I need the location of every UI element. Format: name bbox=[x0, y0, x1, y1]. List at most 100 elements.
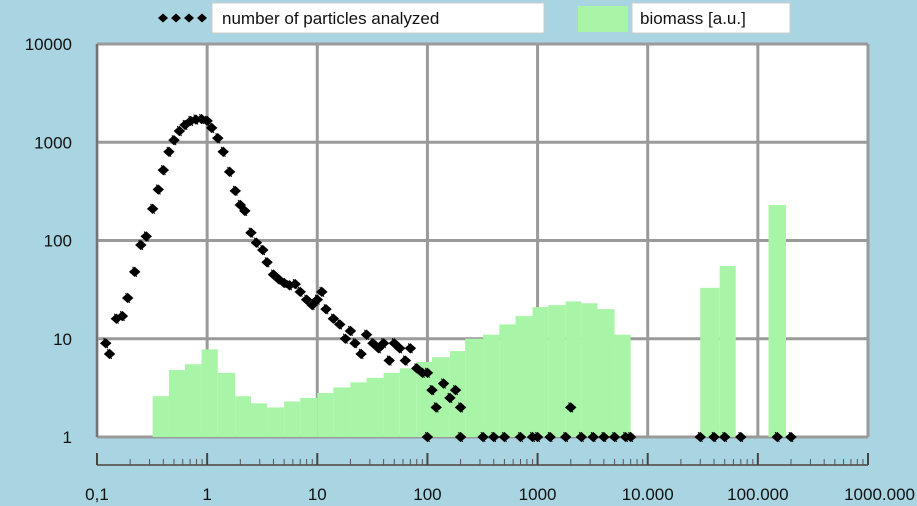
particle-point bbox=[785, 431, 797, 443]
biomass-bar bbox=[416, 361, 432, 437]
particle-point bbox=[267, 269, 280, 280]
particle-point bbox=[544, 431, 556, 443]
particle-point bbox=[421, 431, 434, 443]
biomass-bar bbox=[581, 303, 598, 437]
particle-point bbox=[383, 355, 395, 366]
particle-point bbox=[320, 303, 332, 315]
particle-point bbox=[334, 319, 346, 330]
biomass-bar bbox=[548, 305, 566, 437]
particle-point bbox=[449, 384, 462, 396]
particle-point bbox=[128, 266, 141, 278]
biomass-bar bbox=[217, 372, 236, 437]
biomass-bar bbox=[152, 396, 169, 437]
biomass-bar bbox=[317, 393, 334, 437]
particle-point bbox=[140, 231, 152, 242]
particle-point bbox=[388, 338, 401, 349]
biomass-bar bbox=[532, 307, 549, 437]
particle-point bbox=[135, 239, 147, 251]
biomass-bar bbox=[597, 309, 615, 437]
particle-point bbox=[327, 313, 340, 324]
x-tick-labels: 0,1 1 10 100 1000 10.000 100.000 1000.000 bbox=[85, 485, 915, 504]
particle-point bbox=[173, 125, 186, 137]
particle-point bbox=[217, 146, 229, 157]
particle-point bbox=[289, 278, 301, 290]
particle-point bbox=[316, 286, 328, 298]
particle-point bbox=[239, 205, 251, 217]
particle-point bbox=[444, 392, 456, 404]
legend-box-biomass bbox=[631, 2, 791, 34]
biomass-bar bbox=[499, 324, 516, 437]
legend-marker bbox=[158, 13, 168, 23]
legend: number of particles analyzed biomass [a.… bbox=[158, 2, 791, 34]
x-tick-label: 1 bbox=[202, 485, 211, 504]
particle-point bbox=[559, 431, 572, 443]
legend-marker bbox=[197, 13, 207, 23]
legend-item-biomass: biomass [a.u.] bbox=[578, 2, 791, 34]
biomass-bar bbox=[267, 407, 285, 437]
y-tick-label: 1000 bbox=[34, 133, 72, 152]
particle-point bbox=[454, 431, 467, 443]
legend-marker bbox=[171, 13, 181, 23]
x-tick-label: 100.000 bbox=[727, 485, 788, 504]
biomass-bar bbox=[300, 397, 318, 437]
particle-point bbox=[152, 184, 165, 195]
particle-point bbox=[564, 402, 577, 413]
x-tick-label: 0,1 bbox=[85, 485, 109, 504]
biomass-bar bbox=[284, 401, 301, 437]
particle-point bbox=[430, 402, 442, 413]
particle-point bbox=[257, 244, 269, 256]
particle-point bbox=[201, 115, 213, 127]
biomass-bar bbox=[515, 316, 533, 437]
particle-point bbox=[245, 227, 257, 238]
legend-swatch-biomass bbox=[578, 6, 628, 32]
biomass-bar bbox=[250, 403, 268, 437]
y-tick-label: 10000 bbox=[25, 35, 72, 54]
legend-marker-particles bbox=[158, 13, 207, 23]
particle-point bbox=[437, 378, 450, 389]
biomass-bar bbox=[350, 382, 367, 437]
particle-point bbox=[99, 338, 112, 349]
particle-point bbox=[531, 431, 544, 443]
x-tick-label: 100 bbox=[413, 485, 441, 504]
particle-point bbox=[205, 122, 218, 134]
particle-point bbox=[103, 348, 116, 360]
y-tick-label: 1 bbox=[63, 428, 72, 447]
particle-point bbox=[163, 146, 175, 157]
x-tick-label: 1000 bbox=[519, 485, 557, 504]
legend-marker bbox=[184, 13, 194, 23]
particle-point bbox=[261, 257, 273, 268]
particle-point bbox=[168, 134, 180, 146]
biomass-bar bbox=[483, 334, 500, 437]
y-tick-label: 100 bbox=[44, 232, 72, 251]
particle-point bbox=[498, 431, 511, 443]
particle-point bbox=[575, 431, 588, 443]
particle-point bbox=[344, 325, 357, 337]
biomass-bar bbox=[431, 357, 450, 437]
particle-point bbox=[339, 333, 352, 344]
particle-point bbox=[157, 164, 170, 176]
biomass-bar bbox=[168, 370, 186, 437]
x-tick-label: 1000.000 bbox=[844, 485, 915, 504]
particle-point bbox=[306, 299, 318, 311]
y-tick-labels: 1 10 100 1000 10000 bbox=[25, 35, 72, 447]
biomass-bar bbox=[185, 364, 202, 437]
legend-label-biomass: biomass [a.u.] bbox=[640, 9, 746, 28]
y-tick-label: 10 bbox=[53, 330, 72, 349]
particle-point bbox=[116, 310, 129, 322]
particle-point bbox=[229, 185, 242, 197]
particle-point bbox=[250, 237, 263, 248]
x-tick-label: 10 bbox=[308, 485, 327, 504]
particle-point bbox=[311, 294, 324, 305]
particle-point bbox=[718, 431, 731, 443]
biomass-bar bbox=[235, 396, 251, 437]
particle-point bbox=[212, 132, 224, 144]
particle-point bbox=[355, 348, 367, 360]
biomass-bars bbox=[152, 204, 786, 437]
biomass-bar bbox=[201, 349, 218, 437]
biomass-bar bbox=[333, 387, 351, 437]
biomass-bar bbox=[614, 334, 631, 437]
biomass-bar bbox=[465, 338, 484, 437]
particle-point bbox=[454, 402, 467, 413]
particle-point bbox=[608, 431, 621, 443]
